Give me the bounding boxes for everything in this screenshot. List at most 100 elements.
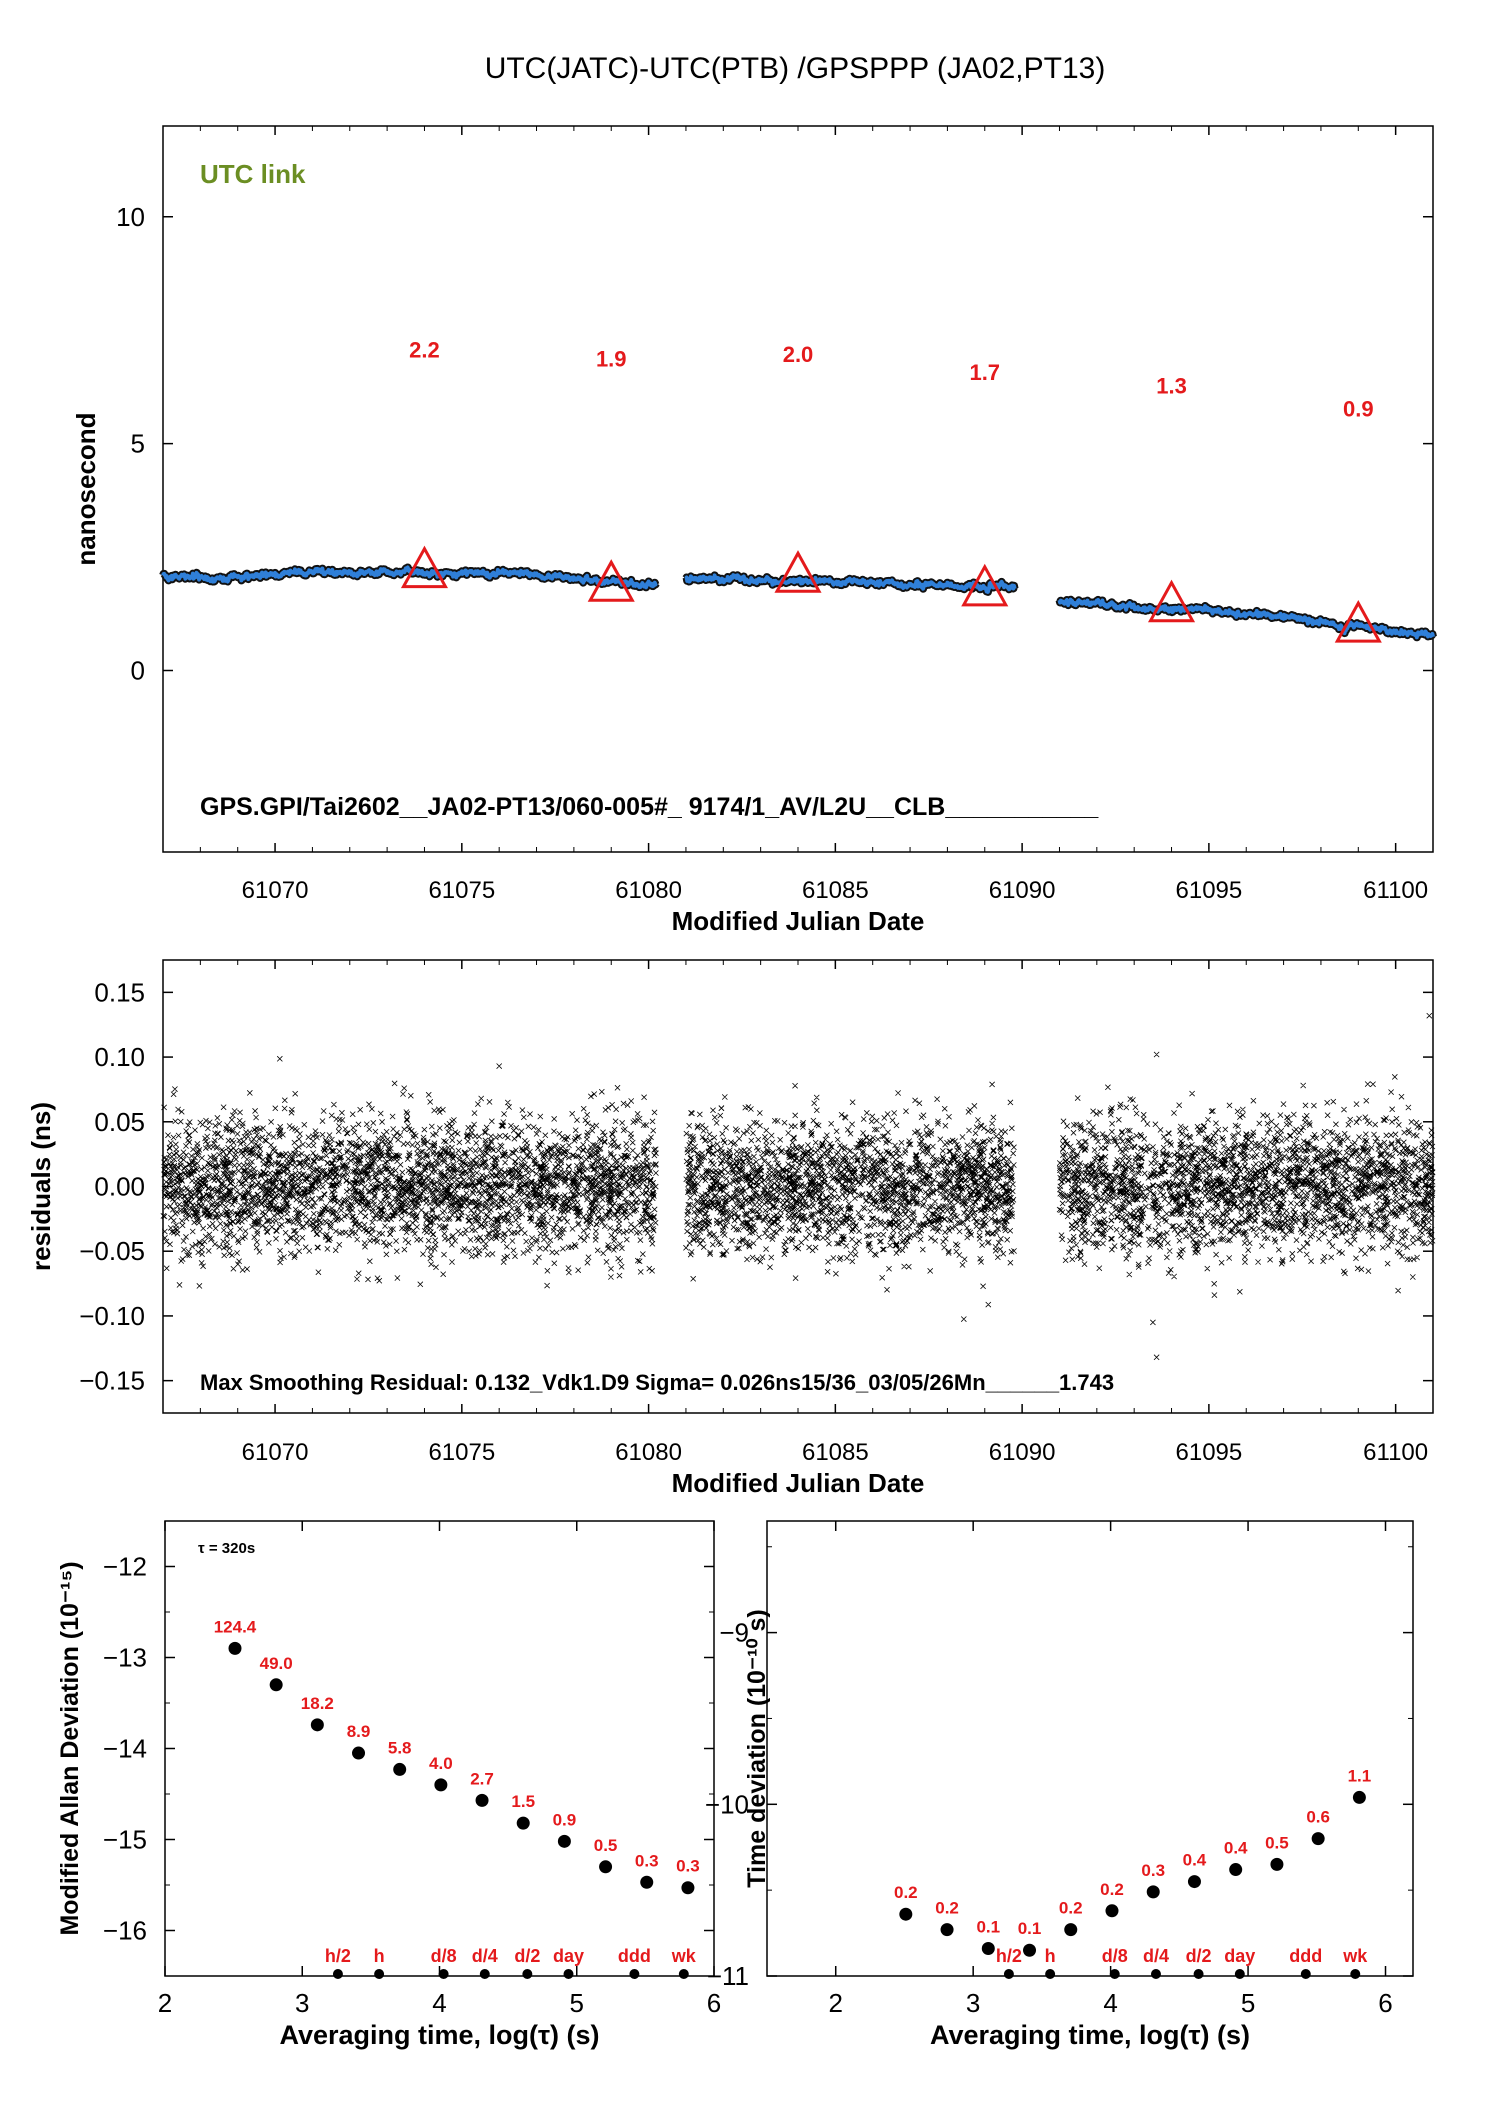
time-mark-dot-2 — [1109, 1969, 1120, 1979]
x-tick-label: 2 — [828, 1988, 842, 2018]
page-title: UTC(JATC)-UTC(PTB) /GPSPPP (JA02,PT13) — [485, 52, 1106, 85]
point-label-9: 0.5 — [1265, 1833, 1289, 1852]
y-tick-label: −0.10 — [79, 1301, 145, 1331]
marker-label-5: 0.9 — [1343, 396, 1374, 421]
y-tick-label: −12 — [103, 1552, 147, 1582]
data-point-7 — [516, 1816, 530, 1830]
data-point-6 — [1146, 1885, 1160, 1899]
y-axis-label: Modified Allan Deviation (10⁻¹⁵) — [56, 1561, 84, 1935]
x-tick-label: 61070 — [242, 877, 309, 904]
point-label-10: 0.6 — [1306, 1808, 1330, 1827]
y-tick-label: −0.05 — [79, 1236, 145, 1266]
plot-frame — [766, 1520, 1414, 1977]
x-axis-label: Modified Julian Date — [672, 906, 925, 936]
time-mark-label-3: d/4 — [472, 1946, 498, 1966]
point-label-0: 0.2 — [894, 1883, 918, 1902]
series-line-0 — [161, 565, 658, 590]
marker-label-4: 1.3 — [1156, 374, 1187, 399]
time-mark-label-6: ddd — [618, 1946, 651, 1966]
y-axis-label: nanosecond — [71, 412, 101, 565]
x-axis-label: Averaging time, log(τ) (s) — [279, 2020, 599, 2050]
time-mark-dot-1 — [374, 1969, 385, 1979]
y-tick-label: 5 — [131, 429, 145, 459]
x-tick-label: 61090 — [989, 1439, 1056, 1466]
y-axis-label: residuals (ns) — [26, 1102, 56, 1271]
tau-note: τ = 320s — [198, 1540, 255, 1557]
point-label-9: 0.5 — [594, 1836, 618, 1855]
point-label-11: 0.3 — [676, 1857, 700, 1876]
data-point-8 — [1229, 1863, 1243, 1877]
marker-label-2: 2.0 — [783, 342, 814, 367]
triangle-marker-0 — [400, 545, 449, 589]
data-point-10 — [640, 1875, 654, 1889]
point-label-6: 0.3 — [1141, 1861, 1165, 1880]
x-tick-label: 61095 — [1176, 877, 1243, 904]
y-tick-label: −9 — [719, 1618, 749, 1648]
residual-crosses — [160, 1012, 1436, 1361]
time-mark-label-1: h — [374, 1946, 385, 1966]
point-label-8: 0.9 — [553, 1810, 577, 1829]
data-point-3 — [1023, 1943, 1037, 1957]
point-label-0: 124.4 — [214, 1617, 257, 1636]
time-mark-label-5: day — [1224, 1946, 1255, 1966]
y-tick-label: −10 — [705, 1789, 749, 1819]
x-tick-label: 61090 — [989, 877, 1056, 904]
time-mark-dot-4 — [522, 1969, 533, 1979]
data-point-6 — [475, 1793, 489, 1807]
data-point-7 — [1187, 1875, 1201, 1889]
point-label-5: 0.2 — [1100, 1880, 1124, 1899]
tdev-panel: 2 3 4 5 6 −9 −10 −11 Time deviation (10⁻¹⁰ s) Ave… — [705, 1520, 1414, 2050]
y-tick-label: −13 — [103, 1643, 147, 1673]
time-mark-dot-6 — [1300, 1969, 1311, 1979]
y-tick-label: 10 — [116, 202, 145, 232]
mdev-panel: 2 3 4 5 6 −12 −13 −14 −15 −16 Modified Allan Devia… — [56, 1520, 721, 2050]
y-tick-label: −15 — [103, 1825, 147, 1855]
x-tick-label: 61100 — [1363, 877, 1428, 904]
data-point-9 — [599, 1860, 613, 1874]
x-tick-label: 3 — [295, 1988, 309, 2018]
time-mark-dot-5 — [1234, 1969, 1245, 1979]
point-label-8: 0.4 — [1224, 1839, 1248, 1858]
time-mark-dot-7 — [1350, 1969, 1361, 1979]
x-tick-label: 6 — [707, 1988, 721, 2018]
data-point-1 — [269, 1678, 283, 1692]
y-tick-label: −14 — [103, 1734, 147, 1764]
residual-summary-text: Max Smoothing Residual: 0.132_Vdk1.D9 Si… — [200, 1370, 1114, 1395]
data-point-2 — [310, 1718, 324, 1732]
data-point-4 — [393, 1762, 407, 1776]
time-mark-dot-3 — [1150, 1969, 1161, 1979]
point-label-11: 1.1 — [1348, 1766, 1372, 1785]
data-point-11 — [681, 1881, 695, 1895]
time-mark-dot-0 — [1003, 1969, 1014, 1979]
point-label-6: 2.7 — [470, 1769, 494, 1788]
y-tick-label: 0 — [131, 656, 145, 686]
x-tick-label: 2 — [158, 1988, 172, 2018]
point-label-3: 8.9 — [347, 1722, 371, 1741]
x-tick-label: 5 — [1241, 1988, 1255, 2018]
x-tick-label: 61100 — [1363, 1439, 1428, 1466]
time-mark-label-4: d/2 — [1186, 1946, 1212, 1966]
data-point-0 — [899, 1907, 913, 1921]
data-point-2 — [981, 1942, 995, 1956]
time-mark-label-7: wk — [671, 1946, 697, 1966]
y-tick-label: −11 — [707, 1961, 749, 1991]
triangle-marker-5 — [1334, 600, 1382, 643]
x-axis-label: Modified Julian Date — [672, 1468, 925, 1498]
point-label-10: 0.3 — [635, 1851, 659, 1870]
time-mark-label-2: d/8 — [431, 1946, 457, 1966]
point-label-1: 0.2 — [935, 1899, 959, 1918]
time-mark-label-5: day — [553, 1946, 584, 1966]
y-tick-label: 0.05 — [94, 1107, 145, 1137]
x-tick-label: 61080 — [615, 877, 682, 904]
y-tick-label: 0.10 — [94, 1042, 145, 1072]
data-point-0 — [228, 1641, 242, 1655]
time-mark-label-4: d/2 — [514, 1946, 540, 1966]
time-mark-label-0: h/2 — [996, 1946, 1022, 1966]
triangle-marker-3 — [961, 563, 1009, 607]
x-tick-label: 61080 — [615, 1439, 682, 1466]
time-mark-dot-4 — [1193, 1969, 1204, 1979]
point-label-7: 1.5 — [511, 1792, 535, 1811]
data-point-5 — [434, 1778, 448, 1792]
y-tick-label: −16 — [103, 1916, 147, 1946]
